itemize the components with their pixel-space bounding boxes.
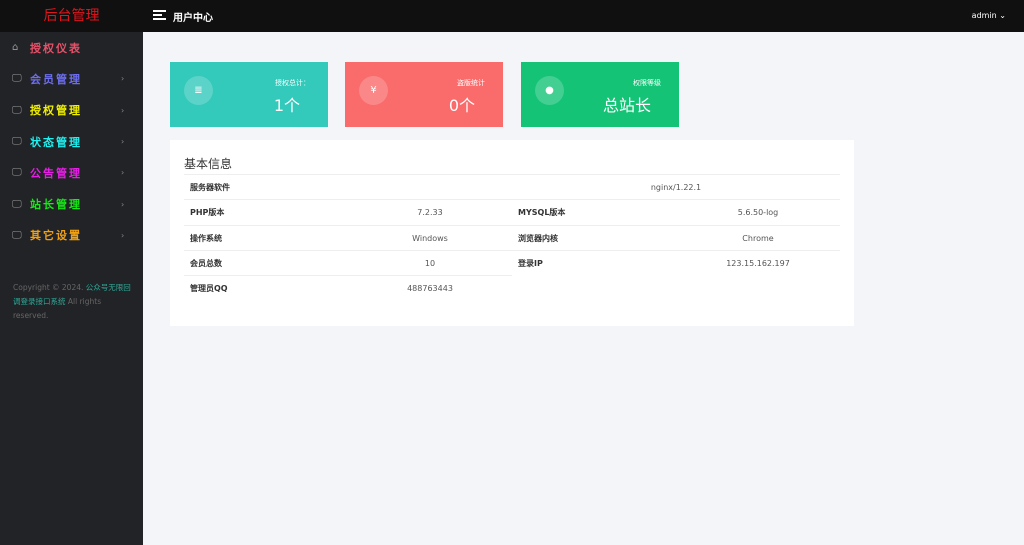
sidebar-item[interactable]: 🖵 状态管理 › [0, 126, 143, 157]
monitor-icon: 🖵 [12, 229, 22, 241]
card-title: 授权总计： [275, 79, 310, 87]
stat-card: ● 权限等级总站长 [521, 62, 679, 127]
chevron-right-icon: › [121, 105, 125, 115]
sidebar: ⌂ 授权仪表 🖵 会员管理 › 🖵 授权管理 › 🖵 状态管理 › 🖵 公告管理 › 🖵 站长管理 › 🖵 其它设置… [0, 32, 143, 545]
card-value: 1个 [273, 96, 300, 115]
monitor-icon: 🖵 [12, 167, 22, 179]
chevron-right-icon: › [121, 137, 125, 147]
info-value: 123.15.162.197 [726, 258, 790, 268]
info-label: 浏览器内核 [518, 233, 558, 243]
page-title: 用户中心 [173, 13, 213, 24]
user-menu[interactable]: admin ⌄ [972, 11, 1006, 20]
yen-icon: ¥ [359, 76, 388, 105]
info-row: PHP版本 7.2.33 [184, 199, 512, 224]
sidebar-item-label: 授权仪表 [30, 41, 82, 55]
stat-card: ¥ 盗版统计 0个 [345, 62, 503, 127]
monitor-icon: 🖵 [12, 73, 22, 85]
card-value: 总站长 [602, 96, 651, 115]
info-row: 服务器软件 nginx/1.22.1 [184, 174, 840, 199]
chevron-right-icon: › [121, 230, 125, 240]
info-label: 服务器软件 [190, 183, 230, 192]
chevron-down-icon: ⌄ [999, 11, 1006, 20]
info-row: 管理员QQ 488763443 [184, 275, 512, 300]
sidebar-item-label: 其它设置 [30, 229, 82, 243]
info-value: nginx/1.22.1 [650, 183, 702, 192]
info-value: Windows [412, 233, 448, 243]
home-icon: ⌂ [12, 42, 19, 54]
info-value: 5.6.50-log [737, 208, 779, 218]
monitor-icon: 🖵 [12, 104, 22, 116]
monitor-icon: 🖵 [12, 198, 22, 210]
sidebar-item-label: 站长管理 [30, 198, 82, 212]
info-value: 7.2.33 [417, 208, 443, 218]
chevron-right-icon: › [121, 168, 125, 178]
info-row: 浏览器内核 Chrome [512, 224, 840, 250]
sidebar-item-label: 会员管理 [30, 72, 82, 86]
copyright-text: Copyright © 2024. [13, 283, 84, 292]
basic-info-panel: 基本信息 服务器软件 nginx/1.22.1 PHP版本 7.2.33 MYSQL版本… [170, 140, 854, 326]
copyright-rights: All rights reserved. [13, 297, 102, 320]
sidebar-item[interactable]: 🖵 站长管理 › [0, 188, 143, 219]
copyright-link[interactable]: 公众号无限回调登录接口系统 [13, 283, 131, 306]
sidebar-item[interactable]: ⌂ 授权仪表 [0, 32, 143, 63]
copyright: Copyright © 2024. 公众号无限回调登录接口系统 All righ… [13, 281, 133, 323]
chevron-right-icon: › [121, 199, 125, 209]
info-label: PHP版本 [190, 208, 225, 218]
sidebar-item-label: 授权管理 [30, 104, 82, 118]
menu-toggle-icon[interactable] [153, 10, 166, 21]
info-value: 10 [424, 258, 436, 268]
sidebar-item[interactable]: 🖵 会员管理 › [0, 63, 143, 94]
info-value: 488763443 [407, 284, 453, 294]
monitor-icon: 🖵 [12, 136, 22, 148]
info-row: 登录IP 123.15.162.197 [512, 249, 840, 275]
card-value: 0个 [448, 96, 475, 115]
info-label: 操作系统 [190, 233, 222, 243]
brand-logo[interactable]: 后台管理 [43, 8, 100, 24]
sidebar-item-label: 公告管理 [30, 166, 82, 180]
username: admin [971, 11, 997, 20]
stat-card: ≣ 授权总计： 1个 [170, 62, 328, 127]
info-value: Chrome [742, 233, 774, 243]
info-label: 管理员QQ [190, 284, 228, 294]
info-label: MYSQL版本 [518, 208, 566, 218]
info-row: 操作系统 Windows [184, 224, 512, 250]
chevron-right-icon: › [121, 74, 125, 84]
sidebar-item[interactable]: 🖵 公告管理 › [0, 157, 143, 188]
sidebar-item[interactable]: 🖵 其它设置 › [0, 220, 143, 251]
user-circle-icon: ● [535, 76, 564, 105]
top-bar: 后台管理 用户中心 admin ⌄ [0, 0, 1024, 32]
info-label: 会员总数 [190, 258, 222, 268]
info-label: 登录IP [518, 258, 543, 268]
sidebar-item[interactable]: 🖵 授权管理 › [0, 95, 143, 126]
card-title: 权限等级 [633, 79, 661, 87]
sidebar-item-label: 状态管理 [30, 135, 82, 149]
panel-title: 基本信息 [184, 157, 233, 171]
info-row: MYSQL版本 5.6.50-log [512, 199, 840, 224]
card-title: 盗版统计 [457, 79, 485, 87]
info-row: 会员总数 10 [184, 249, 512, 275]
list-icon: ≣ [184, 76, 213, 105]
